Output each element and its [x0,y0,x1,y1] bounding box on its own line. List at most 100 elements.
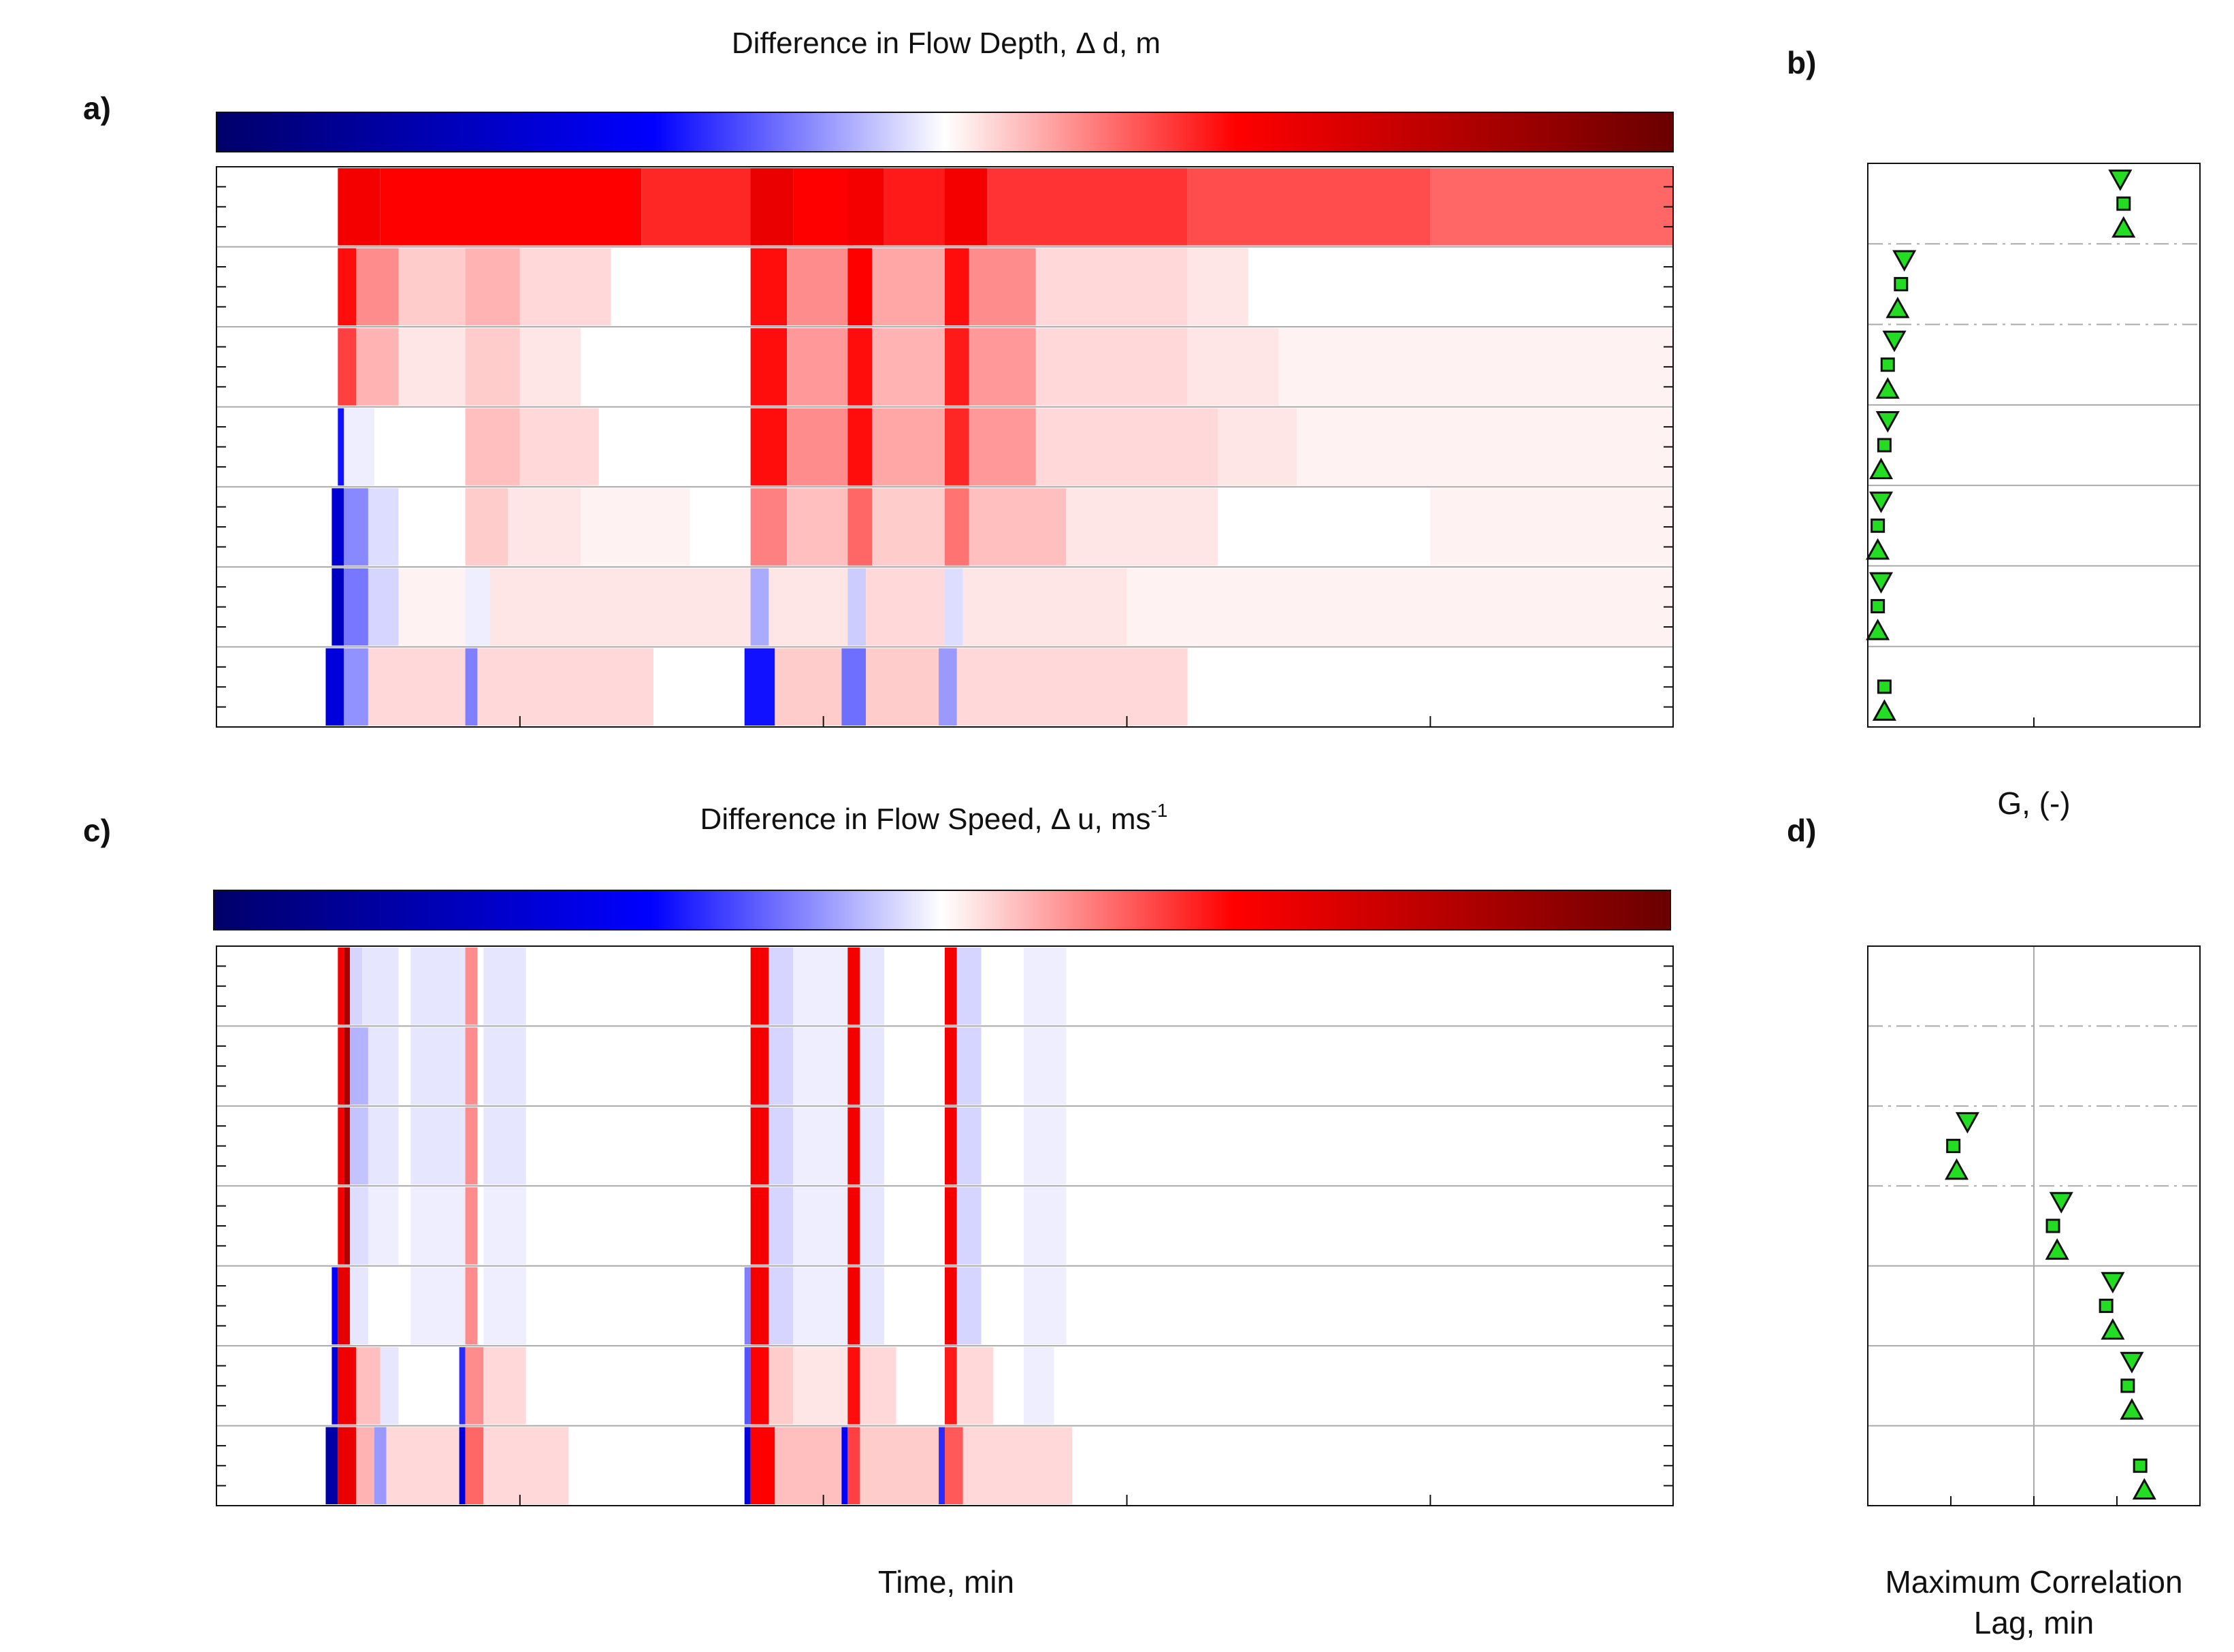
heatmap-cell [775,1427,842,1504]
heatmap-cell [1430,168,1673,246]
heatmap-cell [768,568,848,646]
heatmap-cell [581,488,690,566]
heatmap-cell [356,1427,374,1504]
panel-a-flow-depth: a) Difference in Flow Depth, Δ d, m [83,27,1674,728]
heatmap-cell [410,1027,466,1105]
heatmap-cell [945,948,957,1025]
heatmap-cell [768,1187,794,1265]
heatmap-cell [519,248,611,326]
heatmap-cell [368,568,399,646]
markers-d [1944,1112,2156,1500]
heatmap-cell [344,1107,351,1185]
heatmap-cell [945,1347,957,1425]
heatmap-cell [1023,1267,1067,1345]
heatmap-cell [787,488,848,566]
heatmap-cell [860,1187,884,1265]
heatmap-cell [793,1347,848,1425]
heatmap-cell [750,1187,769,1265]
heatmap-cell [483,1347,526,1425]
marker-triangle-up [1866,538,1890,560]
heatmap-cell [477,648,653,726]
heatmap-cell [1023,1107,1067,1185]
heatmap-cell [338,1187,344,1265]
heatmap-cell [847,1347,860,1425]
heatmap-cell [945,1027,957,1105]
heatmap-cell [1035,248,1188,326]
heatmap-cell [956,1187,982,1265]
heatmap-cell [519,408,599,486]
heatmap-cell [380,1347,399,1425]
heatmap-cell [338,408,344,486]
heatmap-cell [483,1267,526,1345]
panel-label-c: c) [83,813,111,848]
heatmap-cell [368,1027,399,1105]
heatmap-cell [945,328,969,406]
heatmap-cell [465,648,478,726]
marker-triangle-up [1868,457,1894,479]
heatmap-cell [872,408,945,486]
panel-d-correlation-lag: d) Maximum Correlation Lag, min [1787,813,2201,1640]
heatmap-cell [410,1107,466,1185]
heatmap-cell [847,948,860,1025]
heatmap-cell [860,1027,884,1105]
heatmap-cell [344,408,374,486]
heatmap-cell [750,1427,775,1504]
heatmap-cell [750,1267,769,1345]
marker-square [2099,1298,2114,1313]
heatmap-cell [465,568,490,646]
marker-triangle-down [1868,491,1894,513]
plot-frame-speed [216,945,1674,1506]
marker-triangle-up [1866,618,1890,641]
heatmap-cell [350,1107,368,1185]
heatmap-cell [945,488,969,566]
heatmap-cell [768,948,794,1025]
heatmap-cell [386,1427,459,1504]
heatmap-cell [945,1267,957,1345]
heatmap-cell [356,328,399,406]
marker-square [2045,1218,2060,1233]
x-axis-label-d-line2: Lag, min [1974,1605,2094,1640]
heatmap-cell [338,1427,357,1504]
heatmap-cell [768,1107,794,1185]
marker-triangle-up [1944,1158,1969,1180]
heatmap-cell [750,1347,769,1425]
heatmap-cell [969,328,1036,406]
heatmap-cell [750,568,769,646]
heatmap-cell [338,168,381,246]
heatmap-cell [793,948,848,1025]
heatmap-cell [750,948,769,1025]
marker-triangle-down [1882,330,1907,353]
heatmap-cell [945,1427,963,1504]
heatmap-cell [350,1267,368,1345]
heatmap-cell [956,1267,982,1345]
markers-b [1866,169,2136,721]
marker-square [2133,1458,2148,1473]
heatmap-cell [744,1347,751,1425]
heatmap-cell [775,648,842,726]
heatmap-cell [956,1027,982,1105]
heatmap-cell [356,1347,381,1425]
panel-label-b: b) [1787,45,1816,80]
marker-square [2116,196,2131,211]
heatmap-cell [459,1427,466,1504]
heatmap-cell [939,648,957,726]
heatmap-cell [750,328,788,406]
heatmap-cell [338,248,357,326]
heatmap-cell [1023,948,1067,1025]
heatmap-cell [368,1187,399,1265]
marker-triangle-up [2120,1397,2144,1420]
heatmap-cell [508,488,581,566]
heatmap-cell [750,488,788,566]
panel-b-g-score: b) G, (-) [1787,45,2201,821]
heatmap-cell [945,408,969,486]
heatmap-cell [465,1267,478,1345]
heatmap-cell [750,1027,769,1105]
heatmap-cell [750,168,794,246]
heatmap-cell [344,568,368,646]
heatmap-cell [872,328,945,406]
marker-triangle-down [2108,169,2133,191]
heatmap-cell [768,1027,794,1105]
panel-label-d: d) [1787,813,1816,848]
heatmap-cell [847,328,872,406]
heatmap-cell [344,1027,351,1105]
